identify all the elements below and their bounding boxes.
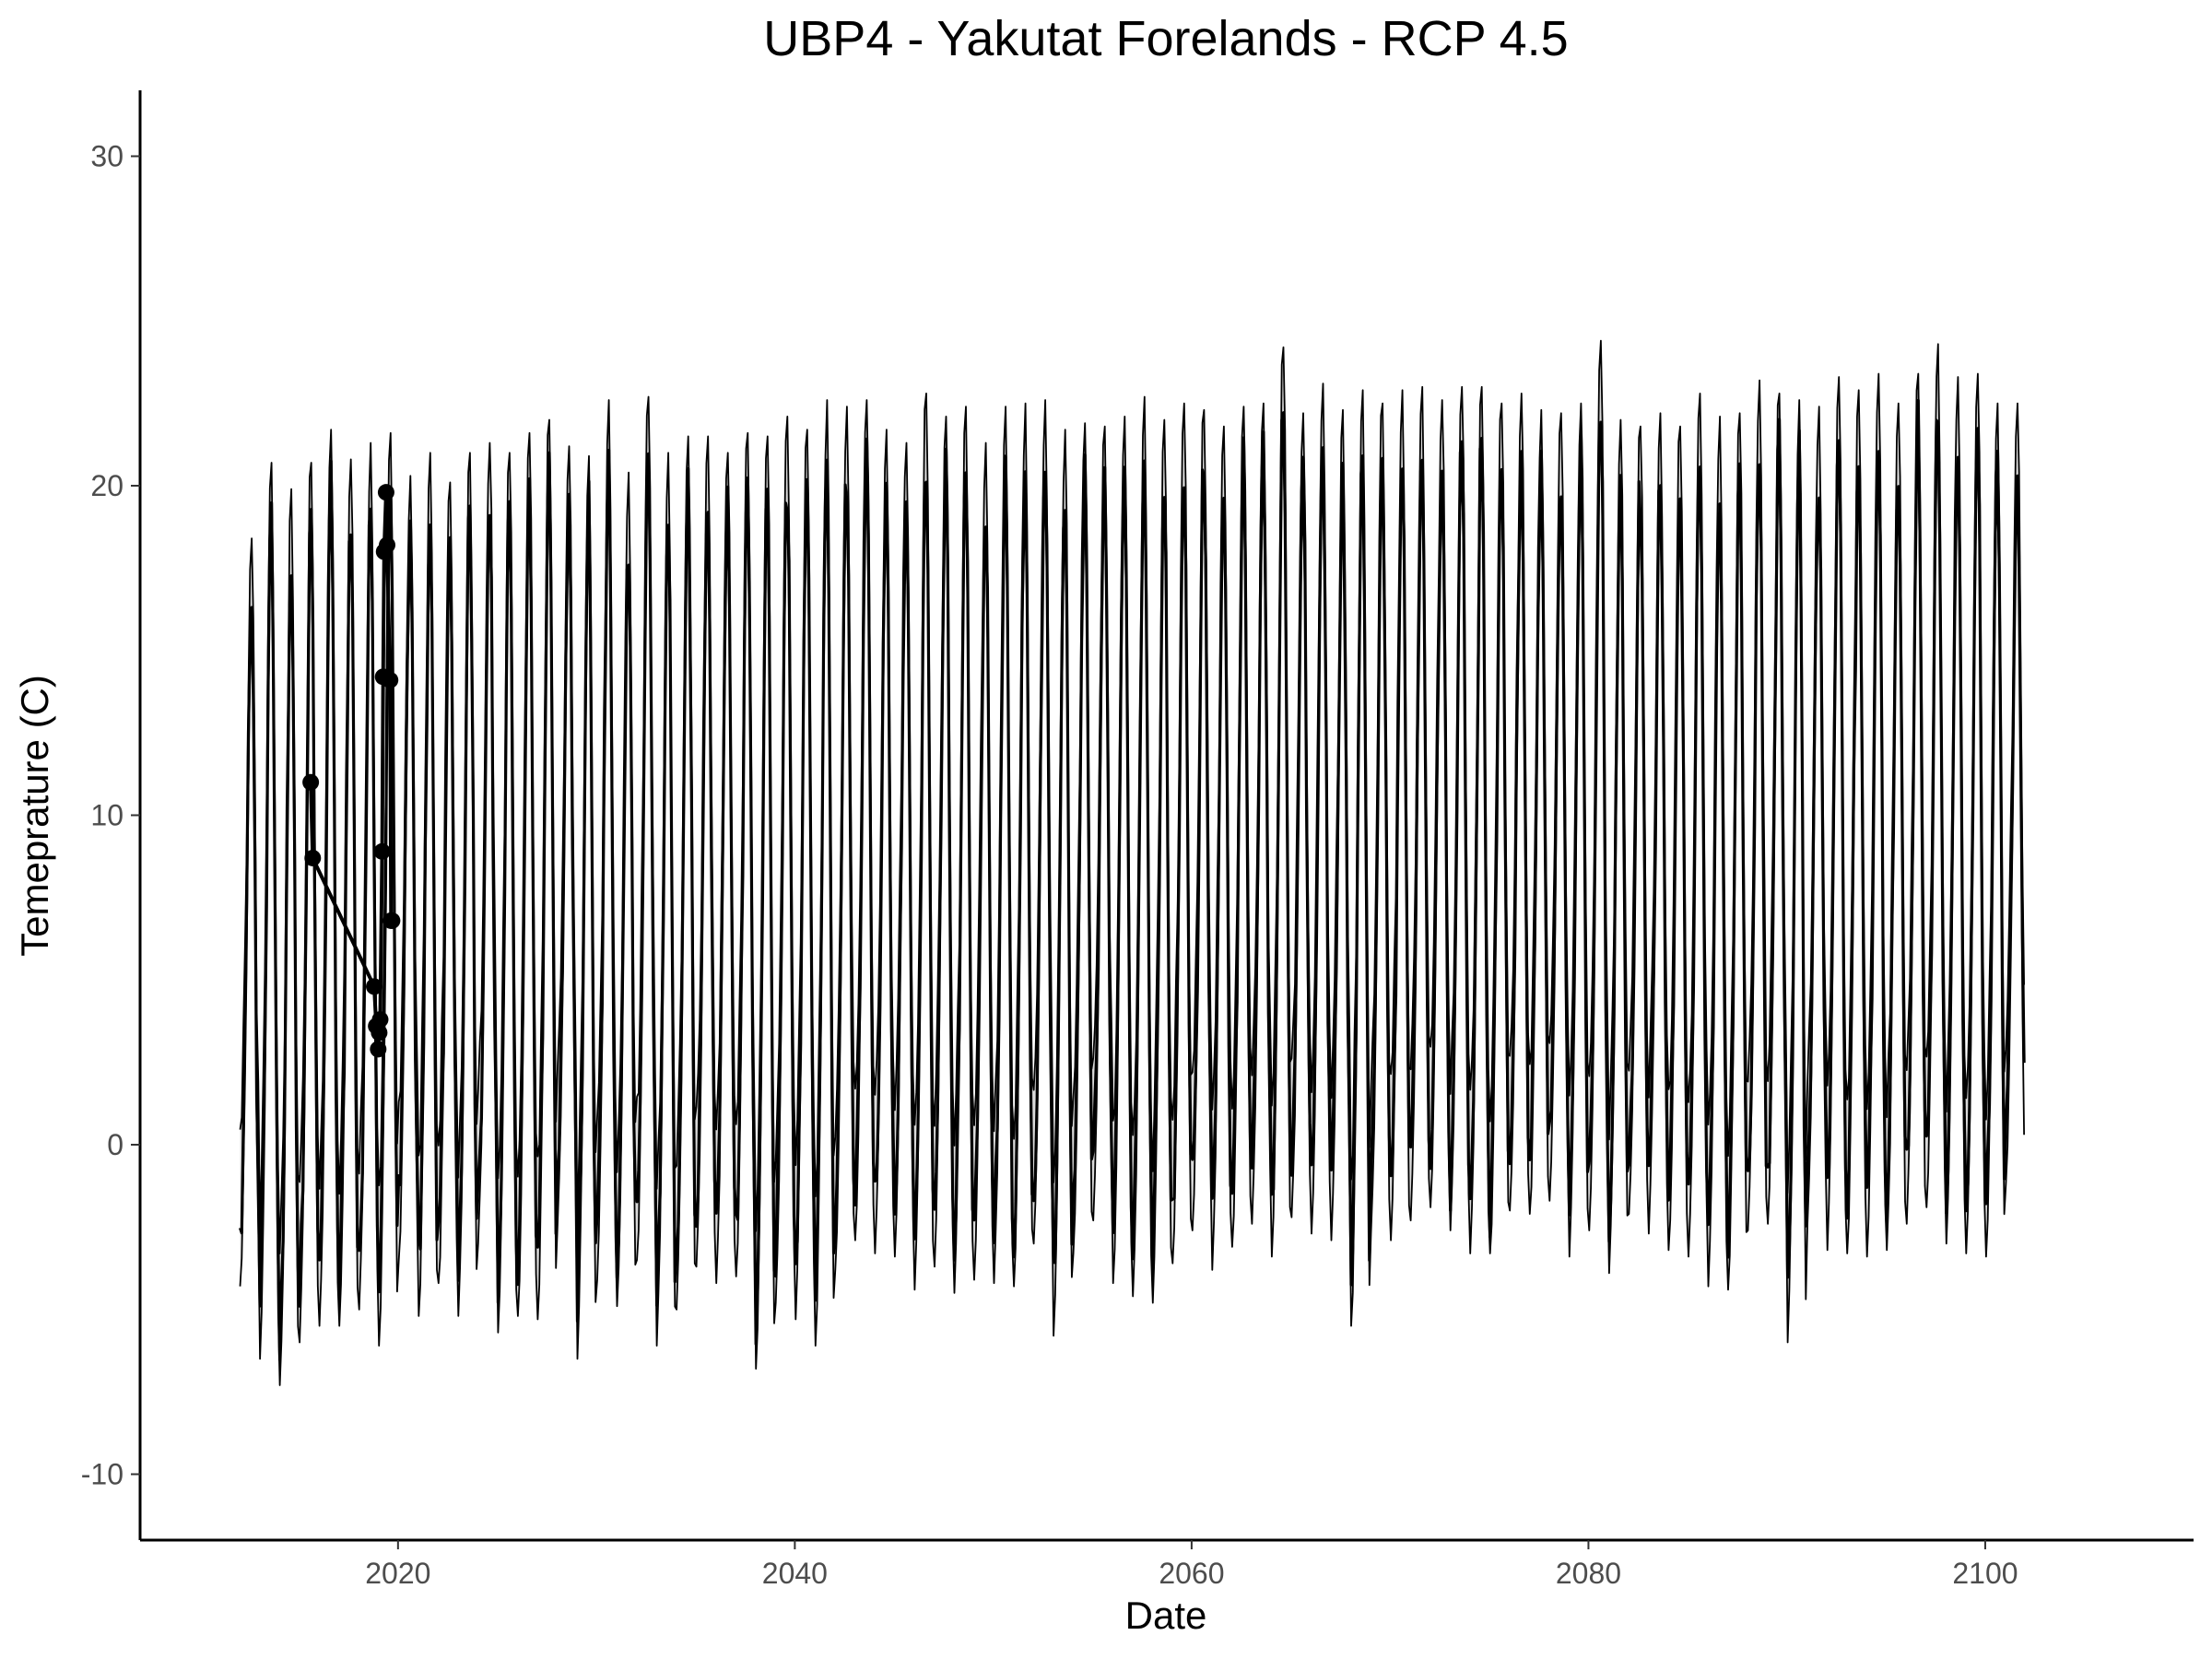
y-ticks: -10 0 10 20 30 <box>81 140 140 1491</box>
y-tick-label: -10 <box>81 1458 124 1491</box>
y-tick-label: 30 <box>90 140 124 173</box>
observed-point <box>379 536 396 554</box>
x-tick-label: 2020 <box>365 1557 430 1590</box>
observed-point <box>304 849 322 866</box>
observed-point <box>373 842 391 860</box>
observed-point <box>371 1011 389 1029</box>
observed-point <box>371 1024 388 1041</box>
y-tick-label: 10 <box>90 799 124 832</box>
band-layer <box>238 339 2026 1386</box>
observed-layer <box>302 484 401 1058</box>
observed-point <box>382 671 399 688</box>
y-tick-label: 20 <box>90 469 124 502</box>
x-ticks: 2020 2040 2060 2080 2100 <box>365 1540 2018 1590</box>
observed-point <box>366 978 383 995</box>
band-mid-line <box>238 398 2026 1362</box>
chart-title: UBP4 - Yakutat Forelands - RCP 4.5 <box>763 11 1568 66</box>
observed-point <box>383 912 401 929</box>
observed-point <box>370 1041 387 1058</box>
observed-point <box>377 484 394 501</box>
x-tick-label: 2040 <box>762 1557 828 1590</box>
x-tick-label: 2080 <box>1556 1557 1621 1590</box>
x-tick-label: 2060 <box>1159 1557 1224 1590</box>
y-tick-label: 0 <box>107 1128 124 1161</box>
x-axis-title: Date <box>1125 1594 1207 1637</box>
observed-point <box>302 773 320 791</box>
y-axis-title: Temeprature (C) <box>13 675 56 957</box>
x-tick-label: 2100 <box>1952 1557 2018 1590</box>
